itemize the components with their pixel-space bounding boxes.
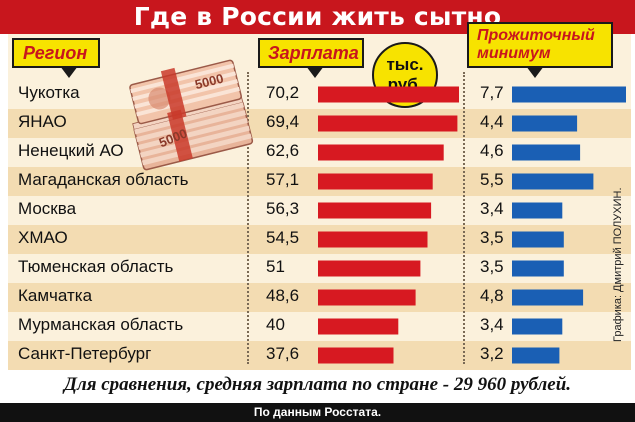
table-row: Ненецкий АО 62,6 4,6 [8,138,631,167]
minimum-value: 3,5 [480,228,504,247]
banknote-stack-image: 5000 5000 [129,59,254,171]
header-region: Регион [12,38,100,68]
minimum-value: 3,4 [480,315,504,334]
source-note: По данным Росстата. [0,403,635,422]
region-name: Москва [18,199,77,218]
divider-right [463,72,465,364]
table-row: ЯНАО 69,4 4,4 [8,109,631,138]
graphics-credit: Графика: Дмитрий ПОЛУХИН. [612,187,624,343]
header-salary: Зарплата [258,38,364,68]
salary-value: 69,4 [266,112,300,131]
table-row: Москва 56,3 3,4 [8,196,631,225]
table-row: Магаданская область 57,1 5,5 [8,167,631,196]
header-salary-pointer [306,66,324,78]
salary-value: 70,2 [266,83,300,102]
minimum-value: 4,6 [480,141,504,160]
banknote-denomination: 5000 [193,71,225,93]
comparison-note: Для сравнения, средняя зарплата по стран… [63,374,572,395]
region-name: Тюменская область [18,257,174,276]
table-row: Санкт-Петербург 37,6 3,2 [8,341,631,370]
region-name: Чукотка [18,83,80,102]
minimum-value: 7,7 [480,83,504,102]
salary-value: 48,6 [266,286,300,305]
salary-value: 56,3 [266,199,300,218]
salary-value: 54,5 [266,228,300,247]
minimum-value: 3,2 [480,344,504,363]
minimum-value: 3,5 [480,257,504,276]
salary-value: 37,6 [266,344,300,363]
table-row: Чукотка 70,2 7,7 [8,80,631,109]
region-name: Камчатка [18,286,93,305]
minimum-value: 4,8 [480,286,504,305]
minimum-value: 5,5 [480,170,504,189]
table-row: Мурманская область 40 3,4 [8,312,631,341]
minimum-value: 4,4 [480,112,504,131]
region-name: Санкт-Петербург [18,344,152,363]
divider-left [247,72,249,364]
table-row: ХМАО 54,5 3,5 [8,225,631,254]
region-name: Мурманская область [18,315,184,334]
salary-value: 40 [266,315,285,334]
region-name: ЯНАО [18,112,67,131]
header-minimum-pointer [526,66,544,78]
minimum-value: 3,4 [480,199,504,218]
header-minimum-line1: Прожиточный [477,27,595,44]
salary-value: 62,6 [266,141,300,160]
salary-value: 51 [266,257,285,276]
header-region-pointer [60,66,78,78]
region-name: ХМАО [18,228,68,247]
salary-value: 57,1 [266,170,300,189]
table-row: Тюменская область 51 3,5 [8,254,631,283]
table-row: Камчатка 48,6 4,8 [8,283,631,312]
header-minimum: Прожиточный минимум [467,22,613,68]
region-name: Магаданская область [18,170,189,189]
unit-badge: тыс. руб. [372,42,438,108]
region-name: Ненецкий АО [18,141,124,160]
header-minimum-line2: минимум [477,45,551,62]
page-title: Где в России жить сытно [0,0,635,34]
